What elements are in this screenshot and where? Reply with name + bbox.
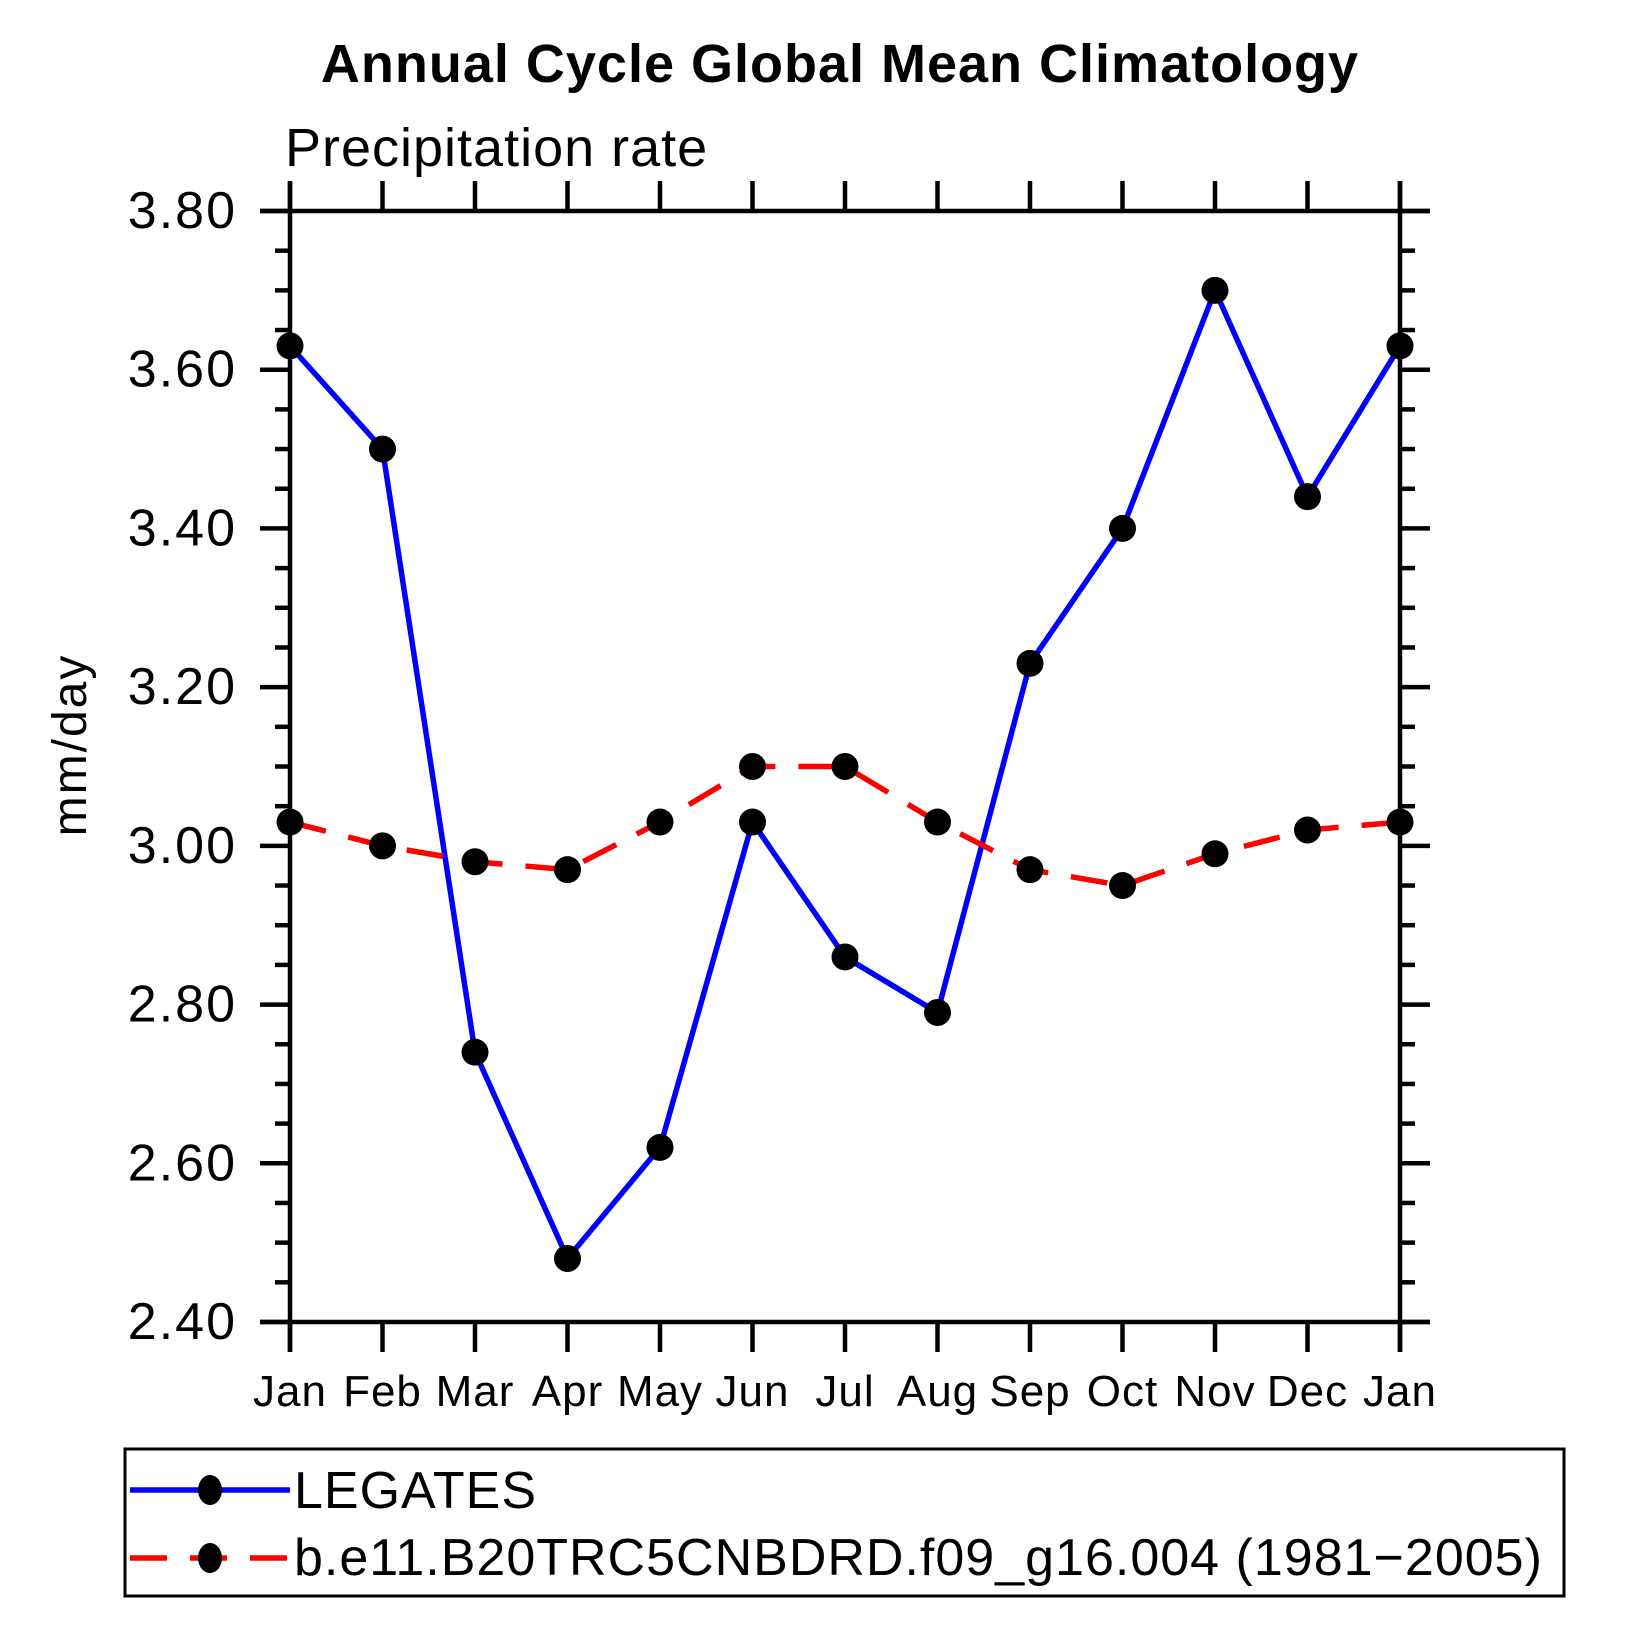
data-point-1 <box>1294 816 1321 844</box>
data-point-1 <box>1201 840 1229 868</box>
x-tick-label: Jul <box>815 1367 874 1416</box>
data-point-0 <box>1016 649 1044 677</box>
x-tick-label: Apr <box>532 1367 603 1416</box>
x-tick-label: Dec <box>1267 1367 1348 1416</box>
x-tick-label: Feb <box>343 1367 422 1416</box>
data-point-1 <box>831 753 859 780</box>
data-point-0 <box>1109 514 1136 542</box>
data-point-1 <box>276 808 304 836</box>
chart-subtitle: Precipitation rate <box>285 118 708 178</box>
legend-marker-model <box>198 1543 222 1573</box>
x-tick-label: May <box>617 1367 703 1416</box>
data-point-1 <box>739 753 766 780</box>
y-tick-label: 3.00 <box>128 817 237 875</box>
legend-label-model: b.e11.B20TRC5CNBDRD.f09_g16.004 (1981−20… <box>294 1529 1543 1587</box>
data-point-1 <box>1386 808 1414 836</box>
x-tick-label: Jun <box>716 1367 790 1416</box>
data-point-0 <box>924 999 951 1027</box>
x-tick-label: Mar <box>436 1367 515 1416</box>
series-plot-area <box>276 276 1414 1273</box>
axes: 2.40 2.60 2.80 3.00 3.20 3.40 3.60 3.80 Jan Feb Ma… <box>128 181 1437 1416</box>
y-axis-label: mm/day <box>44 654 97 837</box>
data-point-1 <box>646 808 674 836</box>
data-point-1 <box>554 856 581 884</box>
data-point-0 <box>739 808 766 836</box>
data-point-0 <box>1386 332 1414 360</box>
legend-marker-legates <box>198 1475 222 1505</box>
data-point-0 <box>1201 276 1229 304</box>
data-point-0 <box>646 1133 674 1161</box>
x-tick-label: Nov <box>1174 1367 1255 1416</box>
y-tick-label: 2.40 <box>128 1293 237 1351</box>
legend-box <box>123 1447 1566 1598</box>
data-point-1 <box>461 848 489 876</box>
data-point-0 <box>831 943 859 971</box>
data-point-1 <box>369 832 396 860</box>
y-tick-label: 3.60 <box>128 341 237 399</box>
y-tick-label: 3.20 <box>128 658 237 716</box>
data-point-1 <box>1016 856 1044 884</box>
legend: LEGATES b.e11.B20TRC5CNBDRD.f09_g16.004 … <box>123 1447 1566 1598</box>
chart-title: Annual Cycle Global Mean Climatology <box>321 34 1359 94</box>
x-tick-label: Sep <box>989 1367 1070 1416</box>
data-point-0 <box>276 332 304 360</box>
y-tick-label: 2.60 <box>128 1134 237 1192</box>
data-point-0 <box>369 435 396 463</box>
data-point-0 <box>1294 483 1321 511</box>
x-tick-label: Aug <box>897 1367 978 1416</box>
x-tick-label: Jan <box>1363 1367 1437 1416</box>
x-tick-label: Jan <box>253 1367 327 1416</box>
data-point-0 <box>461 1038 489 1066</box>
data-point-1 <box>924 808 951 836</box>
y-tick-label: 2.80 <box>128 976 237 1034</box>
series-line-1 <box>289 763 1401 889</box>
legend-label-legates: LEGATES <box>294 1462 537 1520</box>
x-tick-label: Oct <box>1087 1367 1158 1416</box>
y-tick-label: 3.80 <box>128 182 237 240</box>
data-point-1 <box>1109 872 1136 900</box>
y-tick-label: 3.40 <box>128 499 237 557</box>
data-point-0 <box>554 1245 581 1273</box>
